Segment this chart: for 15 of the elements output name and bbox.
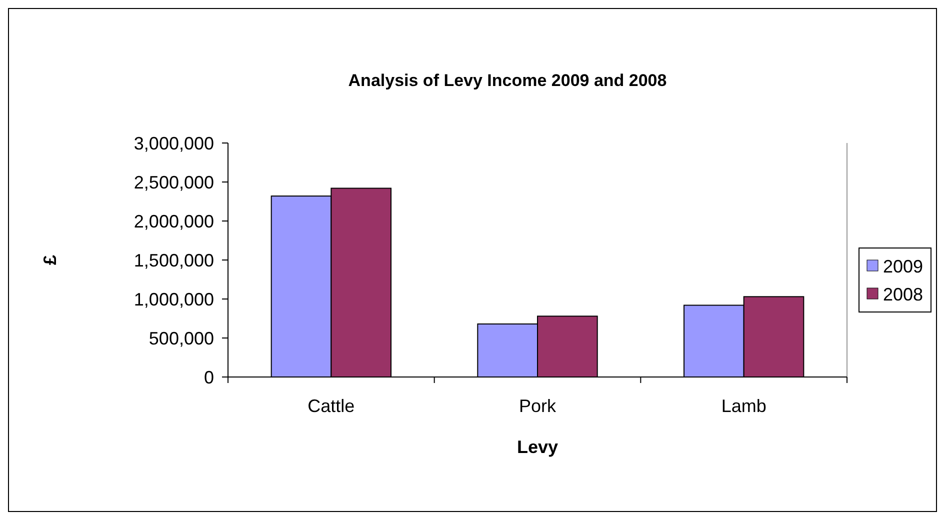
y-tick-label: 500,000	[148, 328, 214, 348]
y-tick-label: 1,500,000	[134, 250, 214, 270]
y-tick-label: 0	[204, 367, 214, 388]
y-axis-title: £	[40, 254, 60, 266]
legend-label: 2008	[883, 284, 924, 304]
x-tick-label: Pork	[518, 396, 558, 416]
x-tick-label: Lamb	[721, 396, 766, 416]
y-tick-label: 1,000,000	[134, 289, 214, 310]
y-tick-label: 2,500,000	[134, 172, 214, 192]
y-tick-label: 2,000,000	[134, 211, 214, 232]
y-tick-label: 3,000,000	[134, 133, 214, 154]
legend-label: 2009	[883, 256, 924, 276]
chart-title: Analysis of Levy Income 2009 and 2008	[348, 71, 667, 90]
x-axis-title: Levy	[516, 437, 558, 457]
x-tick-label: Cattle	[308, 396, 355, 416]
